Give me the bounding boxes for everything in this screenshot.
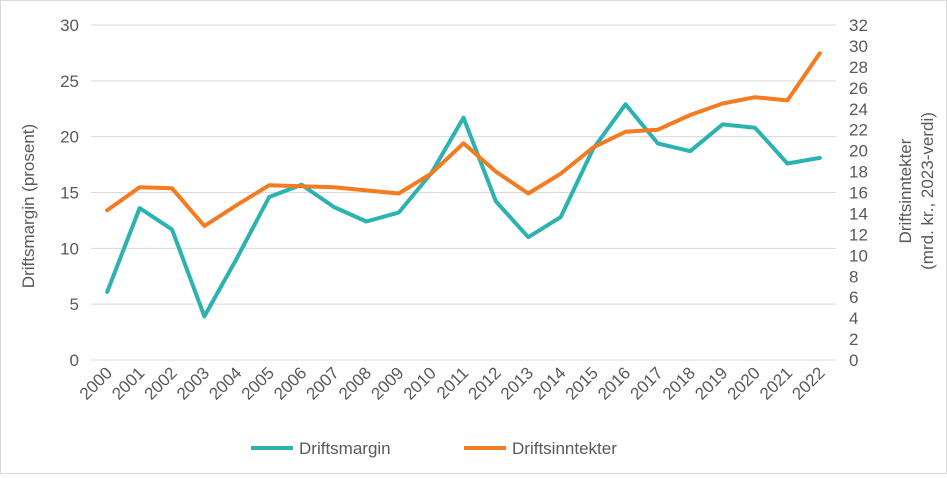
left-tick-label: 10 [60,239,79,258]
right-tick-label: 28 [849,58,868,77]
left-tick-label: 15 [60,184,79,203]
left-axis-title: Driftsmargin (prosent) [19,124,38,288]
legend: Driftsmargin Driftsinntekter [251,439,617,458]
x-tick-label: 2019 [691,363,731,403]
right-tick-label: 10 [849,246,868,265]
right-axis-title-line1: Driftsinntekter [896,138,915,243]
x-tick-label: 2015 [562,363,602,403]
right-tick-label: 22 [849,121,868,140]
x-tick-label: 2006 [270,363,310,403]
x-tick-label: 2014 [529,363,569,403]
legend-label: Driftsmargin [299,439,391,458]
left-tick-label: 0 [70,351,79,370]
x-tick-label: 2000 [76,363,116,403]
x-tick-label: 2011 [433,363,472,402]
left-tick-label: 5 [70,295,79,314]
x-tick-label: 2013 [497,363,537,403]
series-line-driftsmargin [105,102,822,319]
right-tick-label: 6 [849,288,858,307]
right-tick-label: 18 [849,163,868,182]
left-tick-label: 25 [60,72,79,91]
right-tick-label: 16 [849,184,868,203]
x-tick-label: 2001 [108,363,148,403]
right-tick-label: 24 [849,100,868,119]
x-tick-label: 2017 [626,363,666,403]
legend-label: Driftsinntekter [512,439,617,458]
x-tick-label: 2008 [335,363,375,403]
x-tick-label: 2007 [303,363,343,403]
x-tick-label: 2020 [724,363,764,403]
right-tick-label: 4 [849,309,858,328]
left-tick-label: 20 [60,128,79,147]
right-tick-label: 20 [849,142,868,161]
right-tick-label: 8 [849,267,858,286]
right-tick-label: 30 [849,37,868,56]
right-tick-label: 26 [849,79,868,98]
right-tick-label: 12 [849,225,868,244]
right-axis-title-line2: (mrd. kr., 2023-verdi) [918,112,937,270]
x-tick-label: 2005 [238,363,278,403]
right-tick-label: 0 [849,351,858,370]
right-tick-label: 14 [849,204,868,223]
x-tick-label: 2022 [788,363,828,403]
x-tick-label: 2002 [141,363,181,403]
x-axis-ticks: 2000200120022003200420052006200720082009… [76,363,829,403]
x-tick-label: 2016 [594,363,634,403]
x-tick-label: 2018 [659,363,699,403]
x-tick-label: 2009 [367,363,407,403]
x-tick-label: 2004 [205,363,245,403]
series-line-driftsinntekter [105,51,822,228]
x-tick-label: 2003 [173,363,213,403]
gridlines [91,24,836,361]
x-tick-label: 2021 [756,363,796,403]
series-lines [105,51,822,319]
x-tick-label: 2012 [465,363,505,403]
left-axis-ticks: 0 5 10 15 20 25 30 [60,16,79,370]
left-tick-label: 30 [60,16,79,35]
right-tick-label: 32 [849,16,868,35]
x-tick-label: 2010 [400,363,440,403]
right-tick-label: 2 [849,330,858,349]
